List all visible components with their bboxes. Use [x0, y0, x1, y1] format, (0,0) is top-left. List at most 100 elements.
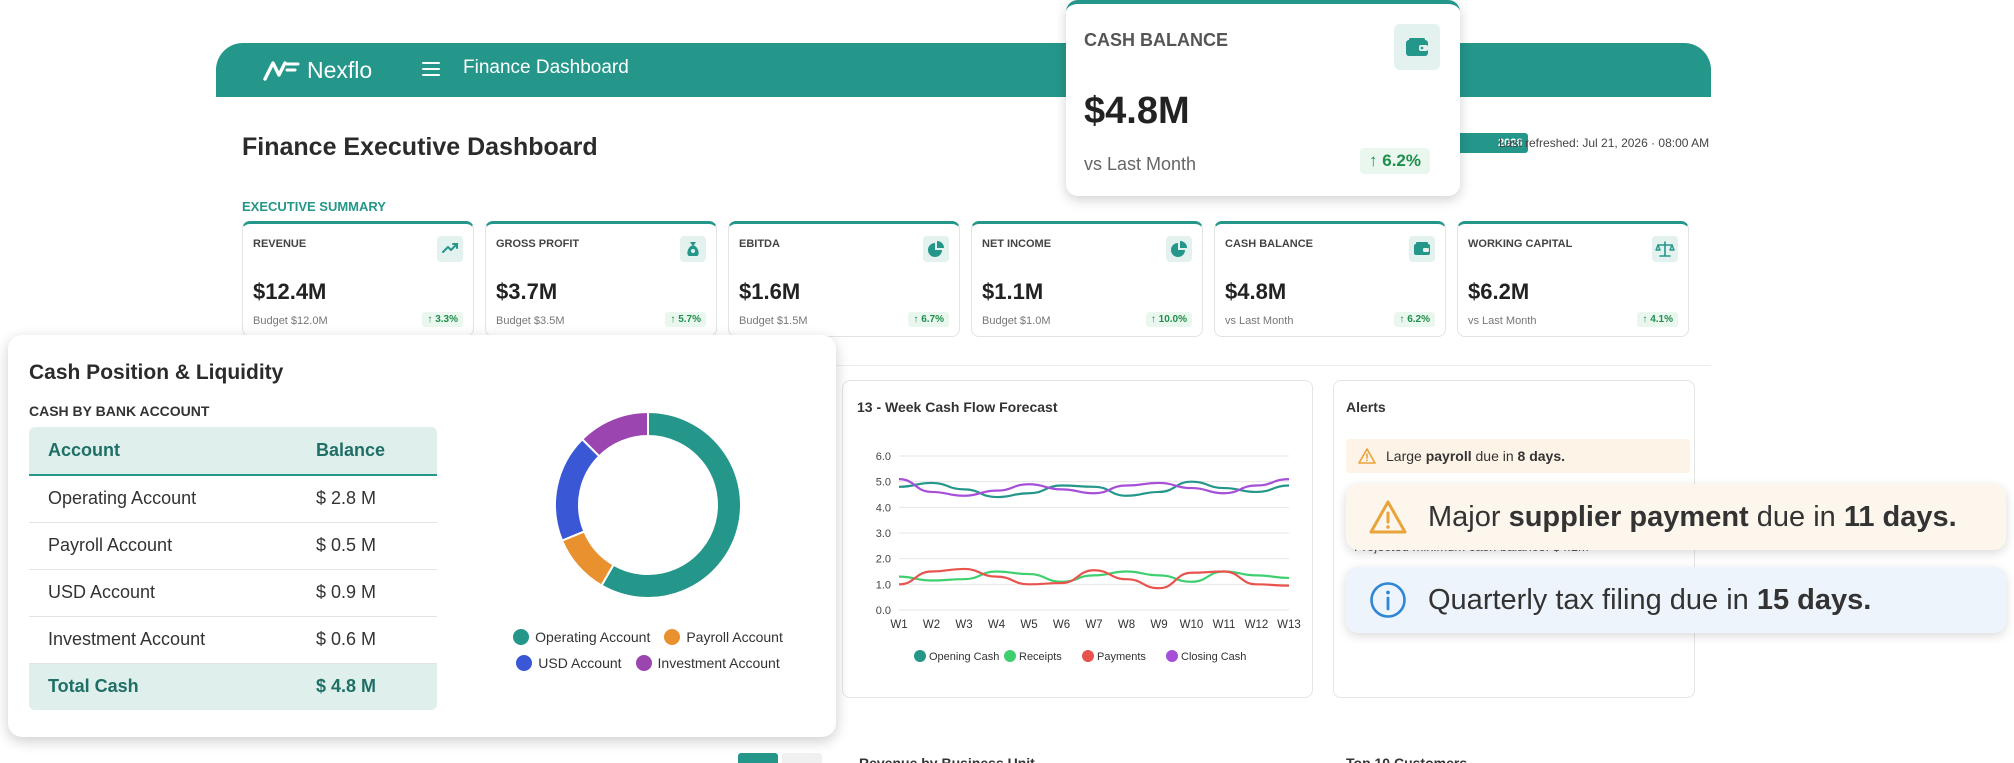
trend-up-icon: [437, 236, 463, 262]
kpi-title: EBITDA: [739, 238, 780, 250]
revenue-by-unit-title: Revenue by Business Unit: [859, 755, 1035, 763]
kpi-change: 6.7%: [921, 314, 944, 325]
brand-logo[interactable]: Nexflo: [263, 56, 372, 84]
alerts-title: Alerts: [1346, 399, 1386, 415]
x-tick-label: W13: [1277, 619, 1301, 631]
donut-slice-investment-account[interactable]: [580, 410, 649, 458]
kpi-card-net-income[interactable]: NET INCOME $1.1M Budget $1.0M ↑ 10.0%: [971, 221, 1203, 337]
series-line-closing-cash[interactable]: [898, 478, 1290, 497]
payroll-alert-text-2: due in: [1471, 448, 1518, 464]
table-row[interactable]: Investment Account $ 0.6 M: [29, 616, 437, 664]
legend-label[interactable]: Opening Cash: [929, 651, 999, 663]
y-tick-label: 3.0: [876, 528, 891, 540]
column-header-account[interactable]: Account: [29, 427, 297, 476]
x-tick-label: W2: [923, 619, 940, 631]
info-days: 15 days.: [1756, 583, 1872, 616]
tax-filing-alert-zoomed[interactable]: Quarterly tax filing due in 15 days.: [1346, 567, 2006, 633]
column-header-balance[interactable]: Balance: [297, 427, 437, 476]
donut-slice-usd-account[interactable]: [554, 437, 601, 542]
donut-slice-payroll-account[interactable]: [560, 530, 615, 587]
legend-item[interactable]: USD Account: [516, 655, 622, 671]
series-line-payments[interactable]: [898, 567, 1290, 590]
liquidity-subtitle: CASH BY BANK ACCOUNT: [29, 403, 210, 419]
total-value: $ 4.8 M: [297, 663, 437, 710]
wallet-icon: [1394, 24, 1440, 70]
top-bar: Nexflo Finance Dashboard: [216, 43, 1711, 97]
kpi-card-cash-balance[interactable]: CASH BALANCE $4.8M vs Last Month ↑ 6.2%: [1214, 221, 1446, 337]
account-balance: $ 2.8 M: [297, 475, 437, 523]
kpi-change-badge: ↑ 6.7%: [908, 312, 949, 327]
legend-label[interactable]: Closing Cash: [1181, 651, 1246, 663]
kpi-card-revenue[interactable]: REVENUE $12.4M Budget $12.0M ↑ 3.3%: [242, 221, 474, 337]
warning-icon: [1368, 497, 1408, 537]
kpi-subtitle: vs Last Month: [1468, 315, 1537, 327]
legend-swatch: [635, 655, 652, 671]
forecast-title: 13 - Week Cash Flow Forecast: [857, 399, 1058, 415]
kpi-change: 6.2%: [1407, 314, 1430, 325]
table-row[interactable]: Operating Account $ 2.8 M: [29, 475, 437, 523]
legend-item[interactable]: Investment Account: [635, 655, 780, 671]
payroll-alert[interactable]: Large payroll due in 8 days.: [1346, 439, 1690, 473]
hamburger-menu-icon[interactable]: [419, 57, 443, 81]
payroll-alert-keyword: payroll: [1425, 448, 1472, 464]
x-tick-label: W1: [890, 619, 907, 631]
legend-row: USD Account Investment Account: [488, 655, 808, 671]
executive-summary-label: EXECUTIVE SUMMARY: [242, 199, 386, 214]
series-line-opening-cash[interactable]: [898, 480, 1290, 499]
cash-card-title: CASH BALANCE: [1084, 30, 1228, 50]
kpi-change: 4.1%: [1650, 314, 1673, 325]
kpi-value: $1.6M: [739, 279, 801, 304]
legend-swatch: [914, 650, 926, 662]
legend-label[interactable]: Payments: [1097, 651, 1146, 663]
section-divider: [242, 365, 1711, 366]
legend-item[interactable]: Operating Account: [513, 629, 650, 645]
cash-flow-line-chart: 0.0 1.0 2.0 3.0 4.0 5.0 6.0 W1 W2 W3 W4 W5 W6 W7 W8 W9 W…: [876, 451, 1301, 663]
y-tick-label: 0.0: [876, 605, 891, 617]
cash-donut-chart: [554, 410, 742, 599]
kpi-card-gross-profit[interactable]: GROSS PROFIT $3.7M Budget $3.5M ↑ 5.7%: [485, 221, 717, 337]
date-range-badge[interactable]: 2026: [1454, 133, 1529, 153]
legend-label[interactable]: Receipts: [1019, 651, 1062, 663]
legend-swatch: [513, 629, 530, 645]
legend-swatch: [516, 655, 533, 671]
table-row[interactable]: Payroll Account $ 0.5 M: [29, 522, 437, 570]
supplier-payment-alert-zoomed[interactable]: Major supplier payment due in 11 days.: [1346, 484, 2006, 550]
legend-swatch: [1082, 650, 1094, 662]
kpi-title: GROSS PROFIT: [496, 238, 580, 250]
money-bag-icon: [680, 236, 706, 262]
kpi-title: NET INCOME: [982, 238, 1052, 250]
cash-card-change: 6.2%: [1382, 151, 1421, 170]
kpi-change: 5.7%: [678, 314, 701, 325]
app-title: Finance Dashboard: [463, 57, 629, 78]
payroll-alert-days: 8 days.: [1517, 448, 1566, 464]
kpi-subtitle: Budget $3.5M: [496, 315, 565, 327]
liquidity-title: Cash Position & Liquidity: [29, 361, 284, 384]
legend-swatch: [1166, 650, 1178, 662]
kpi-card-working-capital[interactable]: WORKING CAPITAL $6.2M vs Last Month ↑ 4.1%: [1457, 221, 1689, 337]
period-toggle-2[interactable]: [782, 753, 822, 763]
legend-label: USD Account: [538, 655, 622, 671]
y-tick-label: 1.0: [876, 579, 891, 591]
account-name: Investment Account: [29, 616, 297, 664]
donut-legend: Operating Account Payroll Account USD Acco…: [488, 629, 808, 681]
account-name: Payroll Account: [29, 522, 297, 570]
kpi-change-badge: ↑ 10.0%: [1145, 312, 1192, 327]
legend-item[interactable]: Payroll Account: [664, 629, 783, 645]
legend-label: Operating Account: [535, 629, 651, 645]
kpi-change-badge: ↑ 4.1%: [1637, 312, 1678, 327]
warn-text-2: due in: [1748, 500, 1844, 533]
kpi-value: $1.1M: [982, 279, 1044, 304]
x-tick-label: W6: [1053, 619, 1070, 631]
kpi-title: WORKING CAPITAL: [1468, 238, 1573, 250]
table-row[interactable]: USD Account $ 0.9 M: [29, 569, 437, 617]
y-tick-label: 6.0: [876, 451, 891, 463]
kpi-subtitle: Budget $1.0M: [982, 315, 1051, 327]
kpi-value: $12.4M: [253, 279, 327, 304]
donut-slice-operating-account[interactable]: [600, 410, 742, 599]
top-customers-title: Top 10 Customers: [1346, 755, 1468, 763]
legend-row: Operating Account Payroll Account: [488, 629, 808, 645]
kpi-card-ebitda[interactable]: EBITDA $1.6M Budget $1.5M ↑ 6.7%: [728, 221, 960, 337]
cash-balance-card-zoomed[interactable]: CASH BALANCE $4.8M vs Last Month ↑ 6.2%: [1066, 0, 1460, 196]
period-toggle-1[interactable]: [738, 753, 778, 763]
table-body: Operating Account $ 2.8 M Payroll Account $…: [29, 475, 437, 710]
